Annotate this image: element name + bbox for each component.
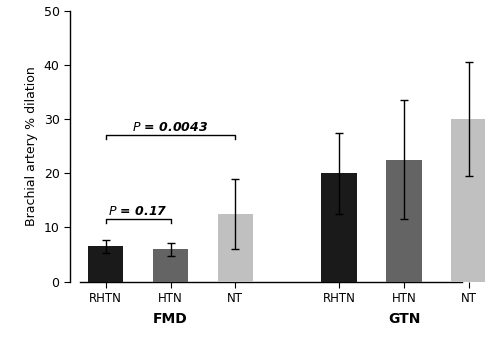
Bar [218, 214, 253, 282]
Bar [386, 160, 422, 282]
Bar [152, 249, 188, 282]
Bar [451, 119, 486, 282]
Y-axis label: Brachial artery % dilation: Brachial artery % dilation [25, 66, 38, 226]
Text: $\mathbf{\it{P}}$ = 0.0043: $\mathbf{\it{P}}$ = 0.0043 [132, 121, 208, 134]
Text: FMD: FMD [153, 312, 188, 326]
Text: $\mathbf{\it{P}}$ = 0.17: $\mathbf{\it{P}}$ = 0.17 [108, 205, 168, 218]
Bar [88, 247, 124, 282]
Bar [322, 173, 357, 282]
Text: GTN: GTN [388, 312, 420, 326]
